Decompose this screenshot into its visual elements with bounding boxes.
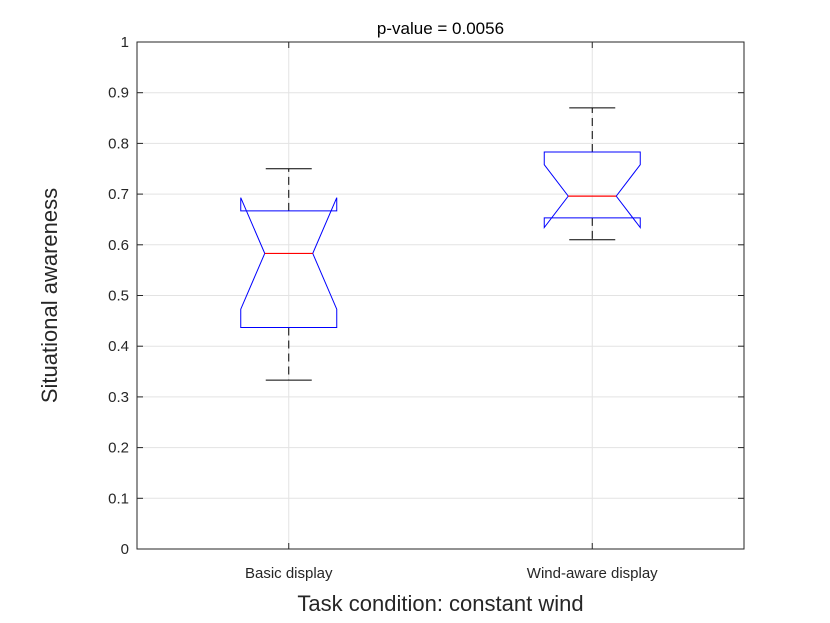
axis-ticks: 0 0.1 0.2 0.3 0.4 0.5 0.6 0.7 0.8 0.9 1 Basic displ…	[108, 34, 744, 582]
y-tick-label: 0.8	[108, 135, 129, 152]
notched-box	[543, 151, 641, 230]
y-tick-label: 0.1	[108, 490, 129, 507]
grid-lines	[137, 41, 744, 550]
y-tick-label: 0.4	[108, 338, 129, 355]
notched-box	[240, 197, 338, 328]
y-tick-label: 0.9	[108, 85, 129, 102]
box-series	[240, 107, 641, 381]
y-tick-label: 0.2	[108, 440, 129, 457]
y-tick-label: 0.3	[108, 389, 129, 406]
box-2	[543, 107, 641, 241]
x-axis-label: Task condition: constant wind	[297, 591, 583, 616]
x-tick-label: Wind-aware display	[527, 565, 658, 582]
box-1	[240, 168, 338, 381]
x-tick-label: Basic display	[245, 565, 333, 582]
chart-title: p-value = 0.0056	[377, 19, 504, 38]
y-tick-label: 0.5	[108, 288, 129, 305]
y-axis-label: Situational awareness	[37, 188, 62, 403]
y-tick-label: 1	[121, 34, 129, 51]
y-tick-label: 0.7	[108, 186, 129, 203]
y-tick-label: 0.6	[108, 237, 129, 254]
y-tick-label: 0	[121, 541, 129, 558]
